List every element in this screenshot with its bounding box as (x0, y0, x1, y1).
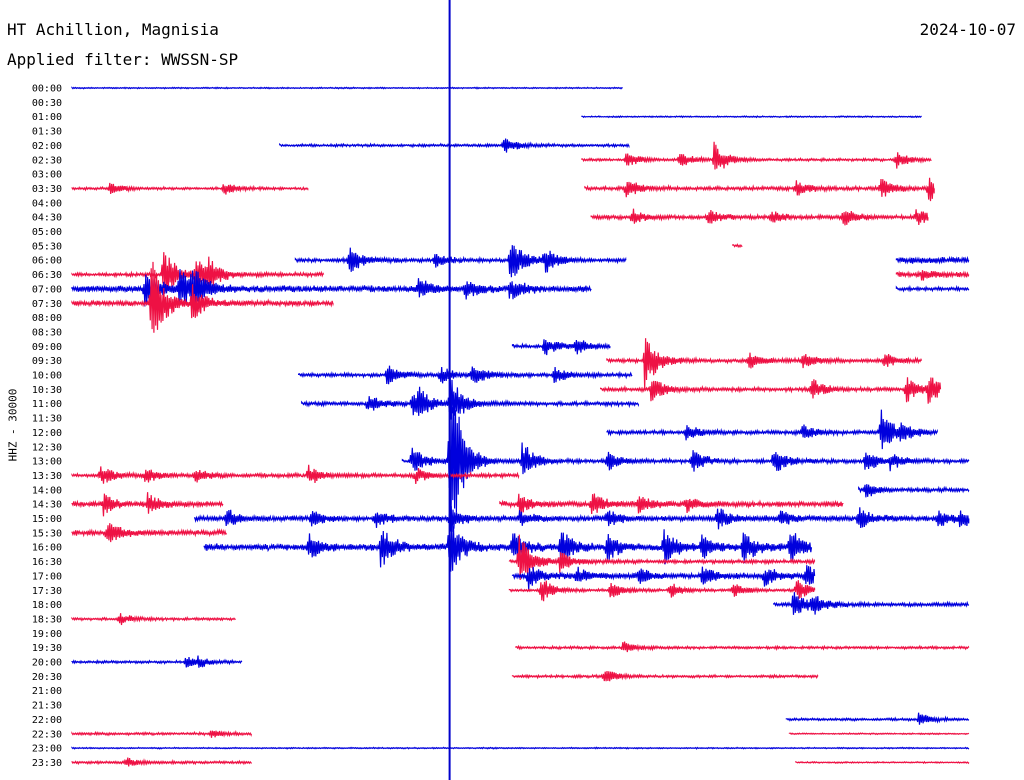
row-label: 13:00 (32, 457, 62, 468)
trace-segment (71, 655, 243, 668)
trace-segment (71, 730, 252, 738)
row-label: 19:30 (32, 643, 62, 654)
trace-segment (895, 284, 970, 293)
row-label: 02:30 (32, 155, 62, 166)
trace-segment (71, 86, 623, 90)
row-label: 15:00 (32, 514, 62, 525)
row-label: 03:00 (32, 170, 62, 181)
station-title: HT Achillion, Magnisia (7, 20, 219, 39)
trace-segment (71, 492, 224, 517)
row-label: 06:30 (32, 270, 62, 281)
trace-segment (298, 365, 633, 385)
trace-segment (511, 339, 611, 356)
row-label: 09:00 (32, 342, 62, 353)
trace-segment (584, 177, 935, 202)
trace-segment (511, 670, 819, 682)
row-label: 10:30 (32, 385, 62, 396)
row-label: 14:00 (32, 485, 62, 496)
trace-segment (71, 757, 252, 767)
filter-label: Applied filter: WWSSN-SP (7, 50, 239, 69)
trace-segment (203, 525, 813, 572)
trace-segment (606, 409, 938, 450)
row-label: 16:00 (32, 543, 62, 554)
row-label: 13:30 (32, 471, 62, 482)
row-label: 15:30 (32, 528, 62, 539)
row-label: 10:00 (32, 371, 62, 382)
row-label: 14:30 (32, 500, 62, 511)
trace-segment (515, 641, 970, 653)
date-label: 2024-10-07 (919, 20, 1016, 39)
row-label: 03:30 (32, 184, 62, 195)
trace-segment (858, 484, 970, 498)
row-label: 18:00 (32, 600, 62, 611)
row-label: 20:30 (32, 672, 62, 683)
trace-segment (71, 182, 309, 195)
row-label: 01:00 (32, 112, 62, 123)
row-label: 01:30 (32, 127, 62, 138)
row-label: 19:00 (32, 629, 62, 640)
row-label: 17:30 (32, 586, 62, 597)
trace-segment (732, 243, 743, 249)
row-label: 21:00 (32, 686, 62, 697)
row-label: 00:00 (32, 84, 62, 95)
row-label: 17:00 (32, 571, 62, 582)
trace-segment (71, 464, 520, 485)
trace-segment (895, 255, 970, 265)
trace-segment (71, 261, 334, 333)
row-label: 08:30 (32, 327, 62, 338)
trace-segment (785, 712, 970, 725)
row-label: 00:30 (32, 98, 62, 109)
row-label: 07:00 (32, 284, 62, 295)
trace-segment (581, 141, 932, 170)
row-label: 11:00 (32, 399, 62, 410)
row-label: 22:30 (32, 729, 62, 740)
row-label: 12:00 (32, 428, 62, 439)
trace-segment (294, 245, 627, 278)
trace-segment (600, 377, 942, 404)
row-label: 07:30 (32, 299, 62, 310)
row-label: 05:00 (32, 227, 62, 238)
trace-segment (773, 592, 970, 615)
row-label: 22:00 (32, 715, 62, 726)
trace-segment (71, 613, 236, 626)
row-label: 04:00 (32, 198, 62, 209)
trace-segment (795, 760, 970, 765)
row-label: 05:30 (32, 241, 62, 252)
trace-segment (194, 506, 970, 532)
row-label: 04:30 (32, 213, 62, 224)
row-label: 16:30 (32, 557, 62, 568)
trace-segment (590, 208, 929, 226)
trace-segment (508, 534, 816, 581)
row-label: 20:00 (32, 658, 62, 669)
trace-segment (499, 493, 844, 516)
trace-segment (788, 732, 970, 736)
trace-segment (301, 373, 639, 420)
trace-segment (71, 746, 970, 750)
row-label: 09:30 (32, 356, 62, 367)
trace-segment (581, 115, 922, 119)
row-label: 08:00 (32, 313, 62, 324)
row-label: 12:30 (32, 442, 62, 453)
trace-segment (71, 523, 227, 543)
trace-segment (895, 270, 970, 281)
row-label: 23:00 (32, 744, 62, 755)
row-label: 06:00 (32, 256, 62, 267)
trace-segment (508, 580, 816, 602)
row-label: 21:30 (32, 701, 62, 712)
row-label: 23:30 (32, 758, 62, 769)
trace-segment (401, 395, 970, 532)
row-label: 18:30 (32, 614, 62, 625)
row-label: 11:30 (32, 414, 62, 425)
trace-segment (511, 565, 816, 590)
row-label: 02:00 (32, 141, 62, 152)
trace-segment (606, 338, 923, 390)
trace-segment (279, 138, 630, 153)
